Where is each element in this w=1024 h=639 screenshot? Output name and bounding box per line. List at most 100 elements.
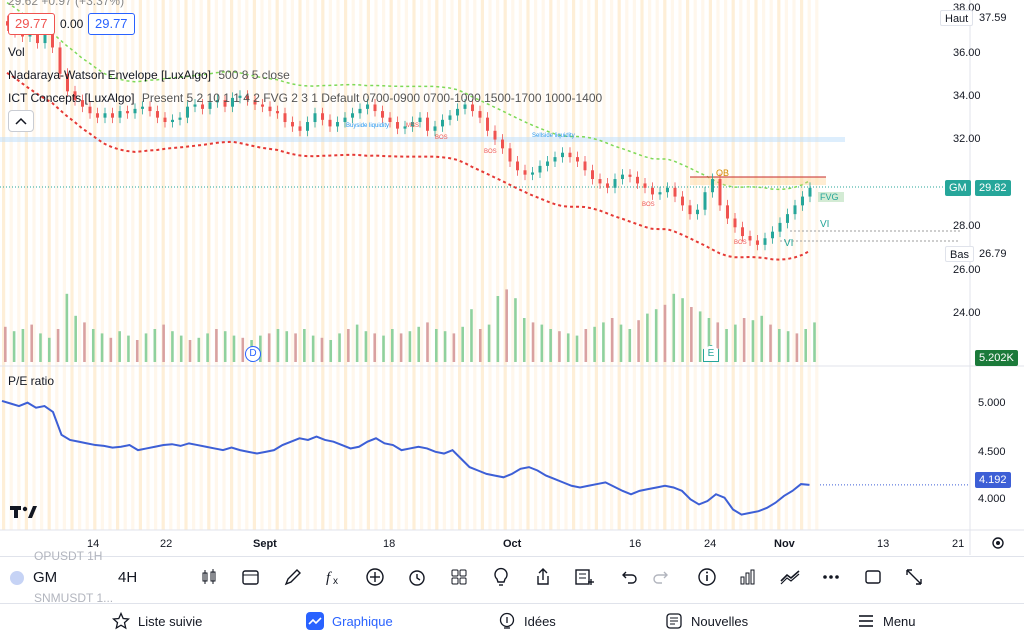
legend-ict-name: ICT Concepts [LuxAlgo] [8,91,135,105]
earnings-marker[interactable]: E [703,345,719,362]
tab-chart[interactable]: Graphique [306,612,393,630]
session-band [435,0,439,530]
add-button[interactable] [364,566,386,588]
symbol-button[interactable]: GM [33,569,58,586]
legend-nw[interactable]: Nadaraya-Watson Envelope [LuxAlgo] 500 8… [8,68,290,82]
redo-button[interactable] [650,566,672,588]
share-icon [537,568,549,585]
bid-box[interactable]: 29.77 [8,13,55,35]
collapse-legend-button[interactable] [8,110,34,132]
financials-button[interactable] [737,566,759,588]
candle-body [516,161,519,171]
session-band [640,0,644,530]
candle-body [6,21,9,26]
notes-button[interactable] [573,566,595,588]
window-button[interactable] [862,566,884,588]
session-band [55,0,59,530]
info-button[interactable] [696,566,718,588]
compare-button[interactable] [779,566,801,588]
legend-ict[interactable]: ICT Concepts [LuxAlgo] Present 5 2 10 1 … [8,91,602,105]
session-band [792,0,796,530]
redo-icon [653,571,668,584]
fullscreen-button[interactable] [903,566,925,588]
session-band [496,0,500,530]
volume-bar [628,329,632,362]
session-band [17,0,21,530]
session-band [670,0,674,530]
pe-pane-title[interactable]: P/E ratio [8,374,55,388]
session-band [617,0,621,530]
session-band [374,0,378,530]
volume-bar [434,329,438,362]
price-chart[interactable] [0,0,1024,555]
dividend-marker[interactable]: D [245,346,261,362]
sellside-label: Sellside liquidity [532,133,575,139]
tab-ideas[interactable]: Idées [498,612,556,630]
bos-label-2: BOS [484,149,497,155]
candle-body [366,104,369,109]
bulb-icon [499,612,515,629]
candles-icon [202,569,216,584]
volume-bar [531,322,535,362]
candle-body [441,119,444,127]
replay-button[interactable] [240,566,262,588]
pencil-icon [284,569,301,586]
volume-bar [127,335,130,362]
session-band [511,0,515,530]
session-band [724,0,728,530]
volume-bar [21,329,25,362]
alert-button[interactable] [406,566,428,588]
undo-button[interactable] [618,566,640,588]
tab-watchlist[interactable]: Liste suivie [112,612,202,630]
session-band [2,0,6,530]
tab-menu[interactable]: Menu [857,612,916,630]
volume-bar [725,329,728,362]
session-band [518,0,522,530]
symbol-tag: GM [945,180,971,196]
drawing-button[interactable] [282,566,304,588]
more-button[interactable] [820,566,842,588]
candle-body [253,100,257,105]
volume-bar [558,331,561,362]
candle-body [696,209,699,215]
session-band [549,0,553,530]
bos-label-4: BOS [734,240,747,246]
ideas-toolbar-button[interactable] [490,566,512,588]
session-band [427,0,431,530]
session-band [572,0,576,530]
volume-bar [452,333,456,362]
volume-bar [804,329,808,362]
interval-button[interactable]: 4H [118,569,138,586]
session-band [541,0,545,530]
candle-body [268,106,272,112]
chart-settings-button[interactable] [990,535,1006,556]
ask-box[interactable]: 29.77 [88,13,135,35]
tab-news[interactable]: Nouvelles [665,612,748,630]
volume-bar [320,337,324,362]
session-band [648,0,652,530]
legend-vol[interactable]: Vol [8,45,25,59]
session-band [222,0,226,530]
volume-bar [742,318,746,362]
tab-ideas-label: Idées [524,613,556,629]
time-tick: Sept [253,538,277,550]
candle-type-button[interactable] [198,566,220,588]
layouts-button[interactable] [448,566,470,588]
session-band [336,0,340,530]
mss-label: MSS [406,123,420,129]
candle-body [373,104,377,112]
session-band [807,0,811,530]
session-band [625,0,629,530]
volume-bar [30,324,33,362]
candle-body [666,187,669,193]
session-band [404,0,408,530]
candle-body [636,176,639,184]
candle-body [523,170,527,175]
session-band [32,0,36,530]
candle-body [321,113,324,120]
share-button[interactable] [532,566,554,588]
volume-bar [786,331,790,362]
tab-chart-label: Graphique [332,613,393,629]
